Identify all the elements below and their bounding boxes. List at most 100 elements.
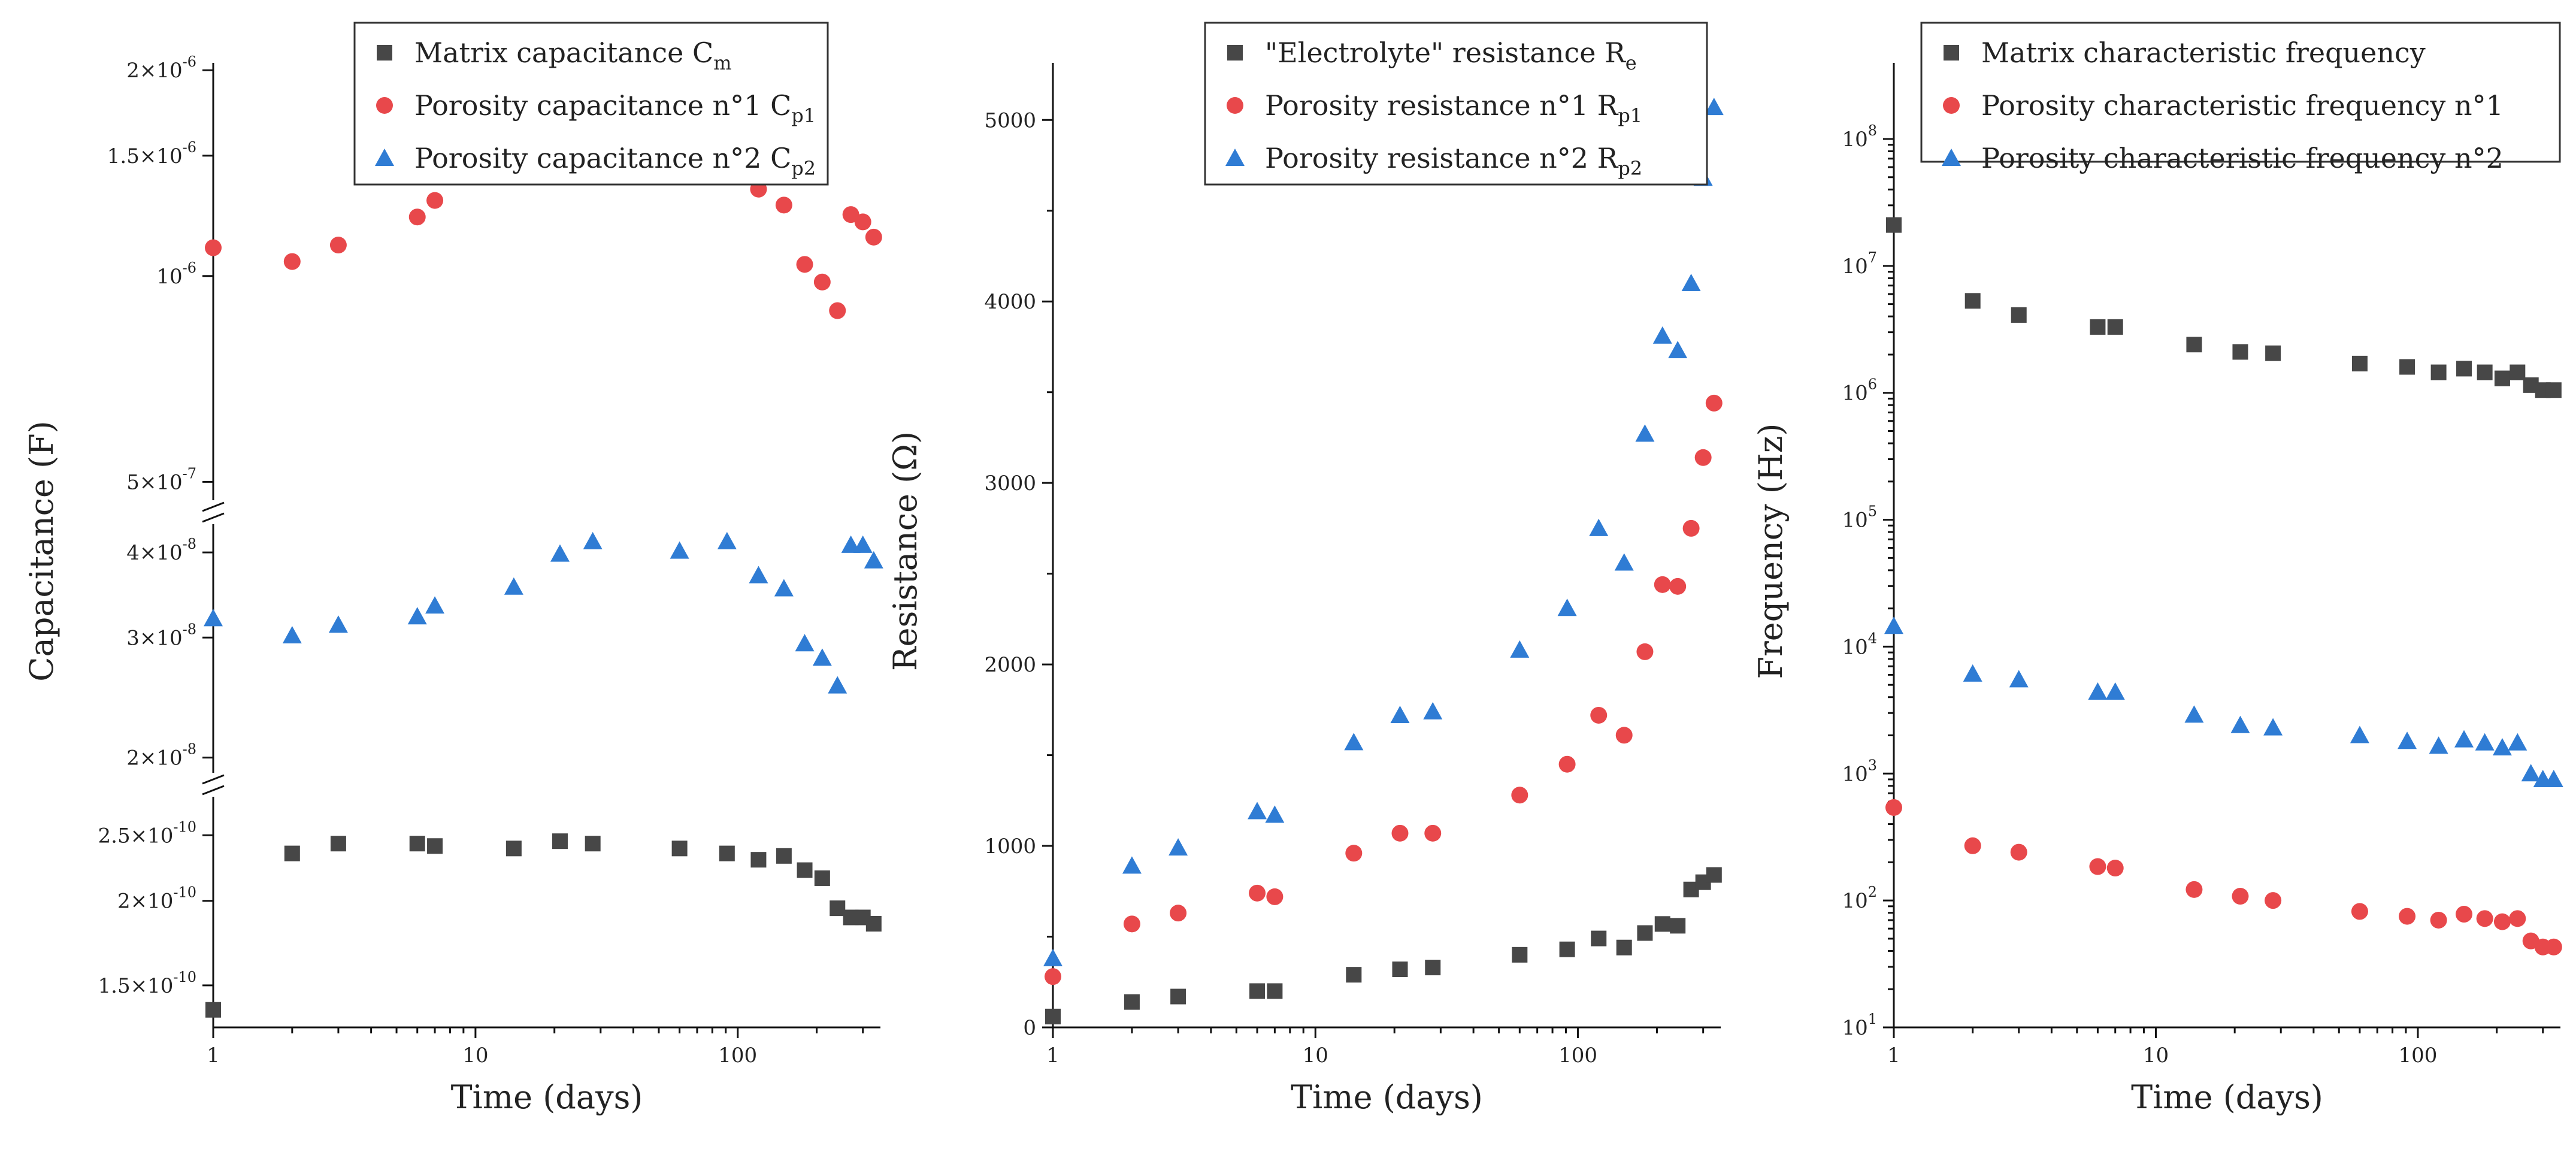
data-point [2009, 670, 2029, 688]
data-point [2430, 364, 2447, 380]
y-tick-label: 106 [1842, 376, 1877, 406]
x-axis-title: Time (days) [1291, 1078, 1483, 1116]
y-axis-title: Frequency (Hz) [1752, 424, 1790, 679]
data-point [1963, 664, 1982, 682]
data-point [328, 615, 348, 633]
data-point [842, 206, 859, 223]
data-point [2398, 731, 2417, 749]
legend-entry: Matrix characteristic frequency [1981, 37, 2426, 69]
data-point [329, 237, 347, 254]
y-tick-label: 10-6 [156, 259, 196, 289]
data-point [1390, 705, 1410, 723]
data-point [1706, 867, 1722, 883]
data-point [829, 302, 846, 319]
y-axis-title: Resistance (Ω) [886, 431, 924, 671]
data-point [1045, 968, 1061, 985]
legend-marker [1227, 45, 1243, 61]
data-point [426, 192, 444, 209]
data-point [284, 845, 300, 861]
data-point [2232, 344, 2248, 360]
data-point [2509, 910, 2526, 927]
y-tick-label: 107 [1842, 249, 1877, 279]
data-point [1694, 449, 1712, 466]
data-point [1045, 1008, 1061, 1024]
data-point [205, 239, 222, 256]
data-point [1510, 640, 1530, 658]
data-point [1344, 733, 1364, 751]
legend-marker [1227, 97, 1243, 114]
legend-entry: Porosity capacitance n°1 Cp1 [414, 89, 816, 127]
data-point [1424, 824, 1442, 842]
data-point [2492, 738, 2512, 756]
axis-break-mark [202, 512, 225, 523]
data-point [204, 609, 223, 627]
x-tick-label: 1 [1887, 1044, 1900, 1068]
data-point [330, 836, 346, 852]
y-tick-label: 101 [1842, 1011, 1877, 1040]
data-point [504, 577, 523, 595]
data-point [776, 848, 792, 864]
legend-entry: Porosity characteristic frequency n°1 [1981, 89, 2504, 122]
y-tick-label: 2000 [984, 653, 1036, 677]
data-point [1249, 983, 1266, 999]
y-tick-label: 1000 [984, 834, 1036, 858]
data-point [2088, 682, 2108, 700]
data-point [1614, 553, 1634, 571]
data-point [2350, 725, 2369, 743]
legend-marker [376, 97, 393, 114]
legend-entry: "Electrolyte" resistance Re [1265, 37, 1637, 74]
data-point [2544, 769, 2563, 787]
axis-break-mark [202, 501, 225, 512]
data-point [671, 840, 688, 857]
data-point [2089, 858, 2106, 875]
data-point [1391, 824, 1409, 842]
legend-entry: Matrix capacitance Cm [414, 37, 732, 74]
data-point [425, 596, 445, 614]
data-point [1043, 948, 1063, 966]
legend-entry: Porosity characteristic frequency n°2 [1981, 142, 2504, 174]
legend-marker [1942, 149, 1961, 166]
resistance-chart: 1 10 100 Time (days) 0 1000 2000 3000 4000 5000 Re… [886, 22, 1724, 1116]
data-point [585, 836, 601, 852]
data-point [796, 256, 813, 273]
y-tick-label: 2.5×10-10 [98, 818, 196, 848]
data-point [2265, 345, 2281, 361]
data-point [1591, 930, 1607, 947]
data-point [1557, 598, 1577, 616]
data-point [2265, 892, 2282, 909]
data-point [813, 273, 831, 291]
data-point [1637, 925, 1653, 941]
capacitance-chart: 1 10 100 Time (days) 1.5×10-10 2×10-10 2.5×10-… [23, 22, 883, 1116]
data-point [1681, 273, 1701, 291]
y-tick-label: 103 [1842, 757, 1877, 786]
data-point [1512, 947, 1528, 963]
data-point [2545, 938, 2562, 956]
data-point [717, 531, 737, 549]
data-point [2186, 337, 2202, 353]
y-tick-label: 3000 [984, 471, 1036, 495]
legend-marker [1943, 97, 1960, 114]
x-tick-label: 1 [207, 1044, 220, 1068]
data-point [1425, 960, 1441, 976]
data-point [1170, 988, 1186, 1005]
legend-marker [375, 149, 394, 166]
data-point [2011, 307, 2027, 323]
data-point [2475, 733, 2495, 751]
data-point [750, 852, 767, 868]
y-tick-label: 2×10-6 [126, 53, 196, 83]
data-point [2545, 382, 2562, 398]
legend-box [1920, 22, 2561, 163]
data-point [1616, 939, 1632, 956]
data-point [1249, 884, 1266, 902]
data-point [1589, 518, 1609, 536]
data-point [1124, 994, 1140, 1010]
data-point [828, 676, 847, 694]
data-point [1654, 916, 1670, 932]
data-point [1423, 702, 1443, 719]
data-point [2230, 715, 2250, 733]
data-point [1122, 856, 1142, 874]
y-tick-label: 5000 [984, 108, 1036, 132]
data-point [1636, 643, 1654, 660]
x-tick-label: 100 [1558, 1044, 1597, 1068]
